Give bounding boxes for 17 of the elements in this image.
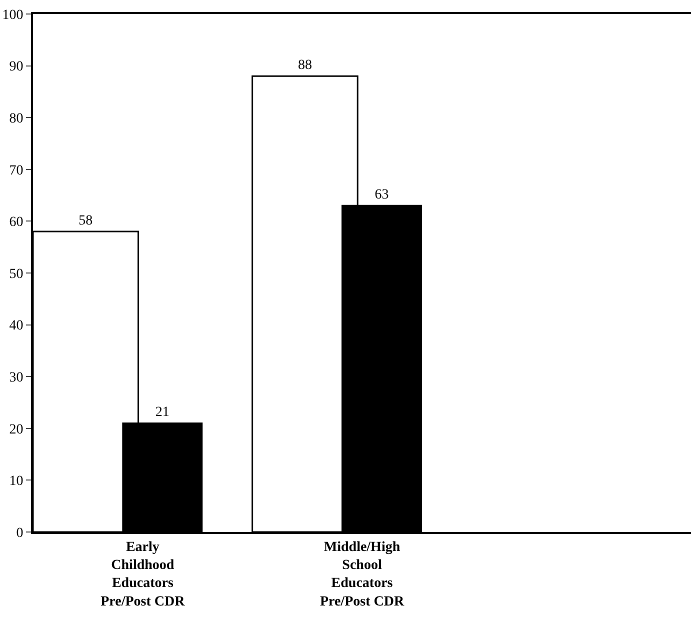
data-label: 88	[298, 58, 312, 74]
data-label: 63	[374, 188, 389, 203]
data-label: 21	[155, 405, 170, 420]
x-tick-label: Middle/High School Educators Pre/Post CDR	[320, 540, 405, 610]
y-tick-label: 90	[9, 60, 24, 75]
y-tick-label: 100	[2, 8, 24, 23]
x-tick-label: Early Childhood Educators Pre/Post CDR	[100, 540, 186, 610]
y-tick-label: 40	[9, 318, 24, 334]
y-tick-label: 30	[9, 370, 24, 386]
y-tick-label: 70	[9, 163, 24, 178]
y-tick-label: 0	[16, 526, 24, 541]
y-tick-label: 20	[9, 422, 24, 438]
y-tick-label: 50	[9, 266, 24, 282]
y-tick-label: 60	[9, 215, 24, 230]
data-label: 58	[78, 214, 93, 229]
y-tick-label: 80	[9, 112, 24, 126]
y-tick-label: 10	[9, 474, 24, 490]
